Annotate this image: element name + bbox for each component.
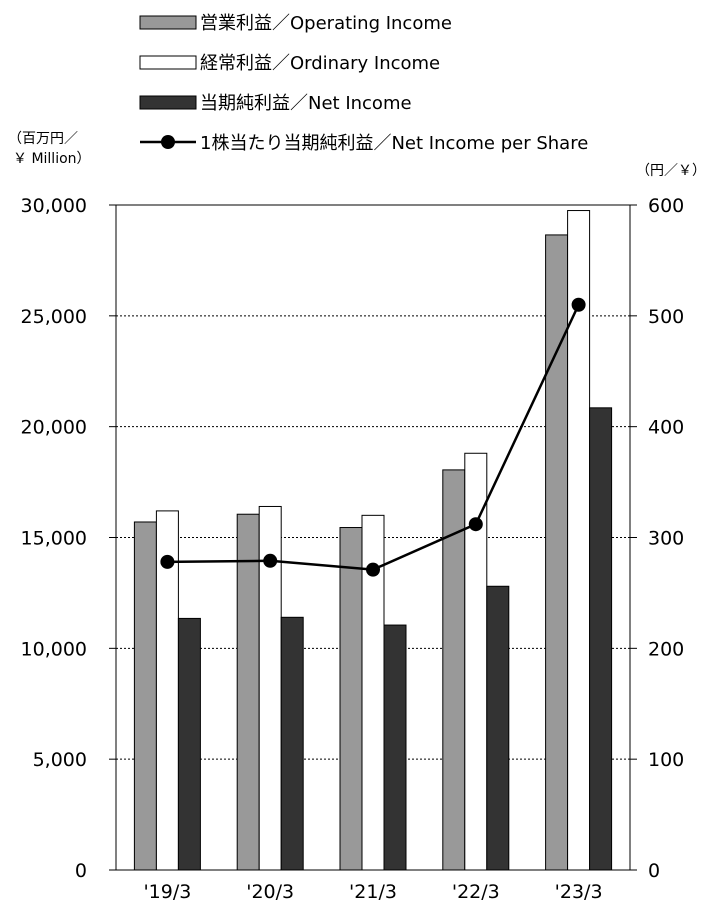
category-label: '20/3 xyxy=(246,881,294,903)
bar xyxy=(589,407,613,871)
left-tick-label: 25,000 xyxy=(21,306,87,328)
bar xyxy=(280,616,304,871)
right-tick-label: 600 xyxy=(648,195,684,217)
bars xyxy=(133,210,613,871)
bar xyxy=(464,452,488,871)
legend-swatch xyxy=(139,95,197,110)
bar xyxy=(133,521,157,871)
eps-point xyxy=(571,297,586,312)
left-tick-label: 10,000 xyxy=(21,638,87,660)
category-label: '23/3 xyxy=(555,881,603,903)
bar xyxy=(339,527,363,871)
plot-frame xyxy=(115,204,631,871)
eps-line xyxy=(160,297,586,577)
legend-label: 1株当たり当期純利益／Net Income per Share xyxy=(200,133,588,154)
right-tick-label: 300 xyxy=(648,528,684,550)
left-tick-label: 15,000 xyxy=(21,528,87,550)
bar xyxy=(236,513,260,871)
legend-swatch xyxy=(139,15,197,30)
bar xyxy=(177,617,201,871)
bar xyxy=(383,624,407,871)
legend-label: 経常利益／Ordinary Income xyxy=(200,53,440,74)
legend: 営業利益／Operating Income 経常利益／Ordinary Incom… xyxy=(139,13,588,154)
left-tick-label: 5,000 xyxy=(33,749,87,771)
legend-marker xyxy=(161,135,175,149)
left-tick-label: 30,000 xyxy=(21,195,87,217)
right-axis-ticks: 0 100 200 300 400 500 600 xyxy=(648,195,684,882)
left-tick-label: 20,000 xyxy=(21,417,87,439)
legend-swatch xyxy=(139,55,197,70)
eps-point xyxy=(366,562,380,577)
left-axis-unit-line1: （百万円／ xyxy=(8,131,78,147)
right-tick-label: 500 xyxy=(648,306,684,328)
bar xyxy=(486,585,510,871)
left-tick-label: 0 xyxy=(75,860,87,882)
axes xyxy=(109,204,637,871)
left-axis-unit-line2: ￥ Million） xyxy=(13,151,91,167)
right-axis-unit: （円／￥） xyxy=(636,163,705,179)
right-tick-label: 200 xyxy=(648,638,684,660)
bar xyxy=(545,234,569,871)
category-labels: '19/3 '20/3 '21/3 '22/3 '23/3 xyxy=(143,881,602,903)
eps-point xyxy=(160,554,175,569)
legend-label: 営業利益／Operating Income xyxy=(200,13,452,34)
eps-point xyxy=(468,517,483,532)
legend-label: 当期純利益／Net Income xyxy=(200,93,412,114)
right-tick-label: 100 xyxy=(648,749,684,771)
category-label: '19/3 xyxy=(143,881,191,903)
right-tick-label: 0 xyxy=(648,860,660,882)
left-axis-ticks: 0 5,000 10,000 15,000 20,000 25,000 30,000 xyxy=(21,195,87,882)
category-label: '22/3 xyxy=(452,881,500,903)
category-label: '21/3 xyxy=(349,881,397,903)
eps-point xyxy=(263,553,278,568)
right-tick-label: 400 xyxy=(648,417,684,439)
